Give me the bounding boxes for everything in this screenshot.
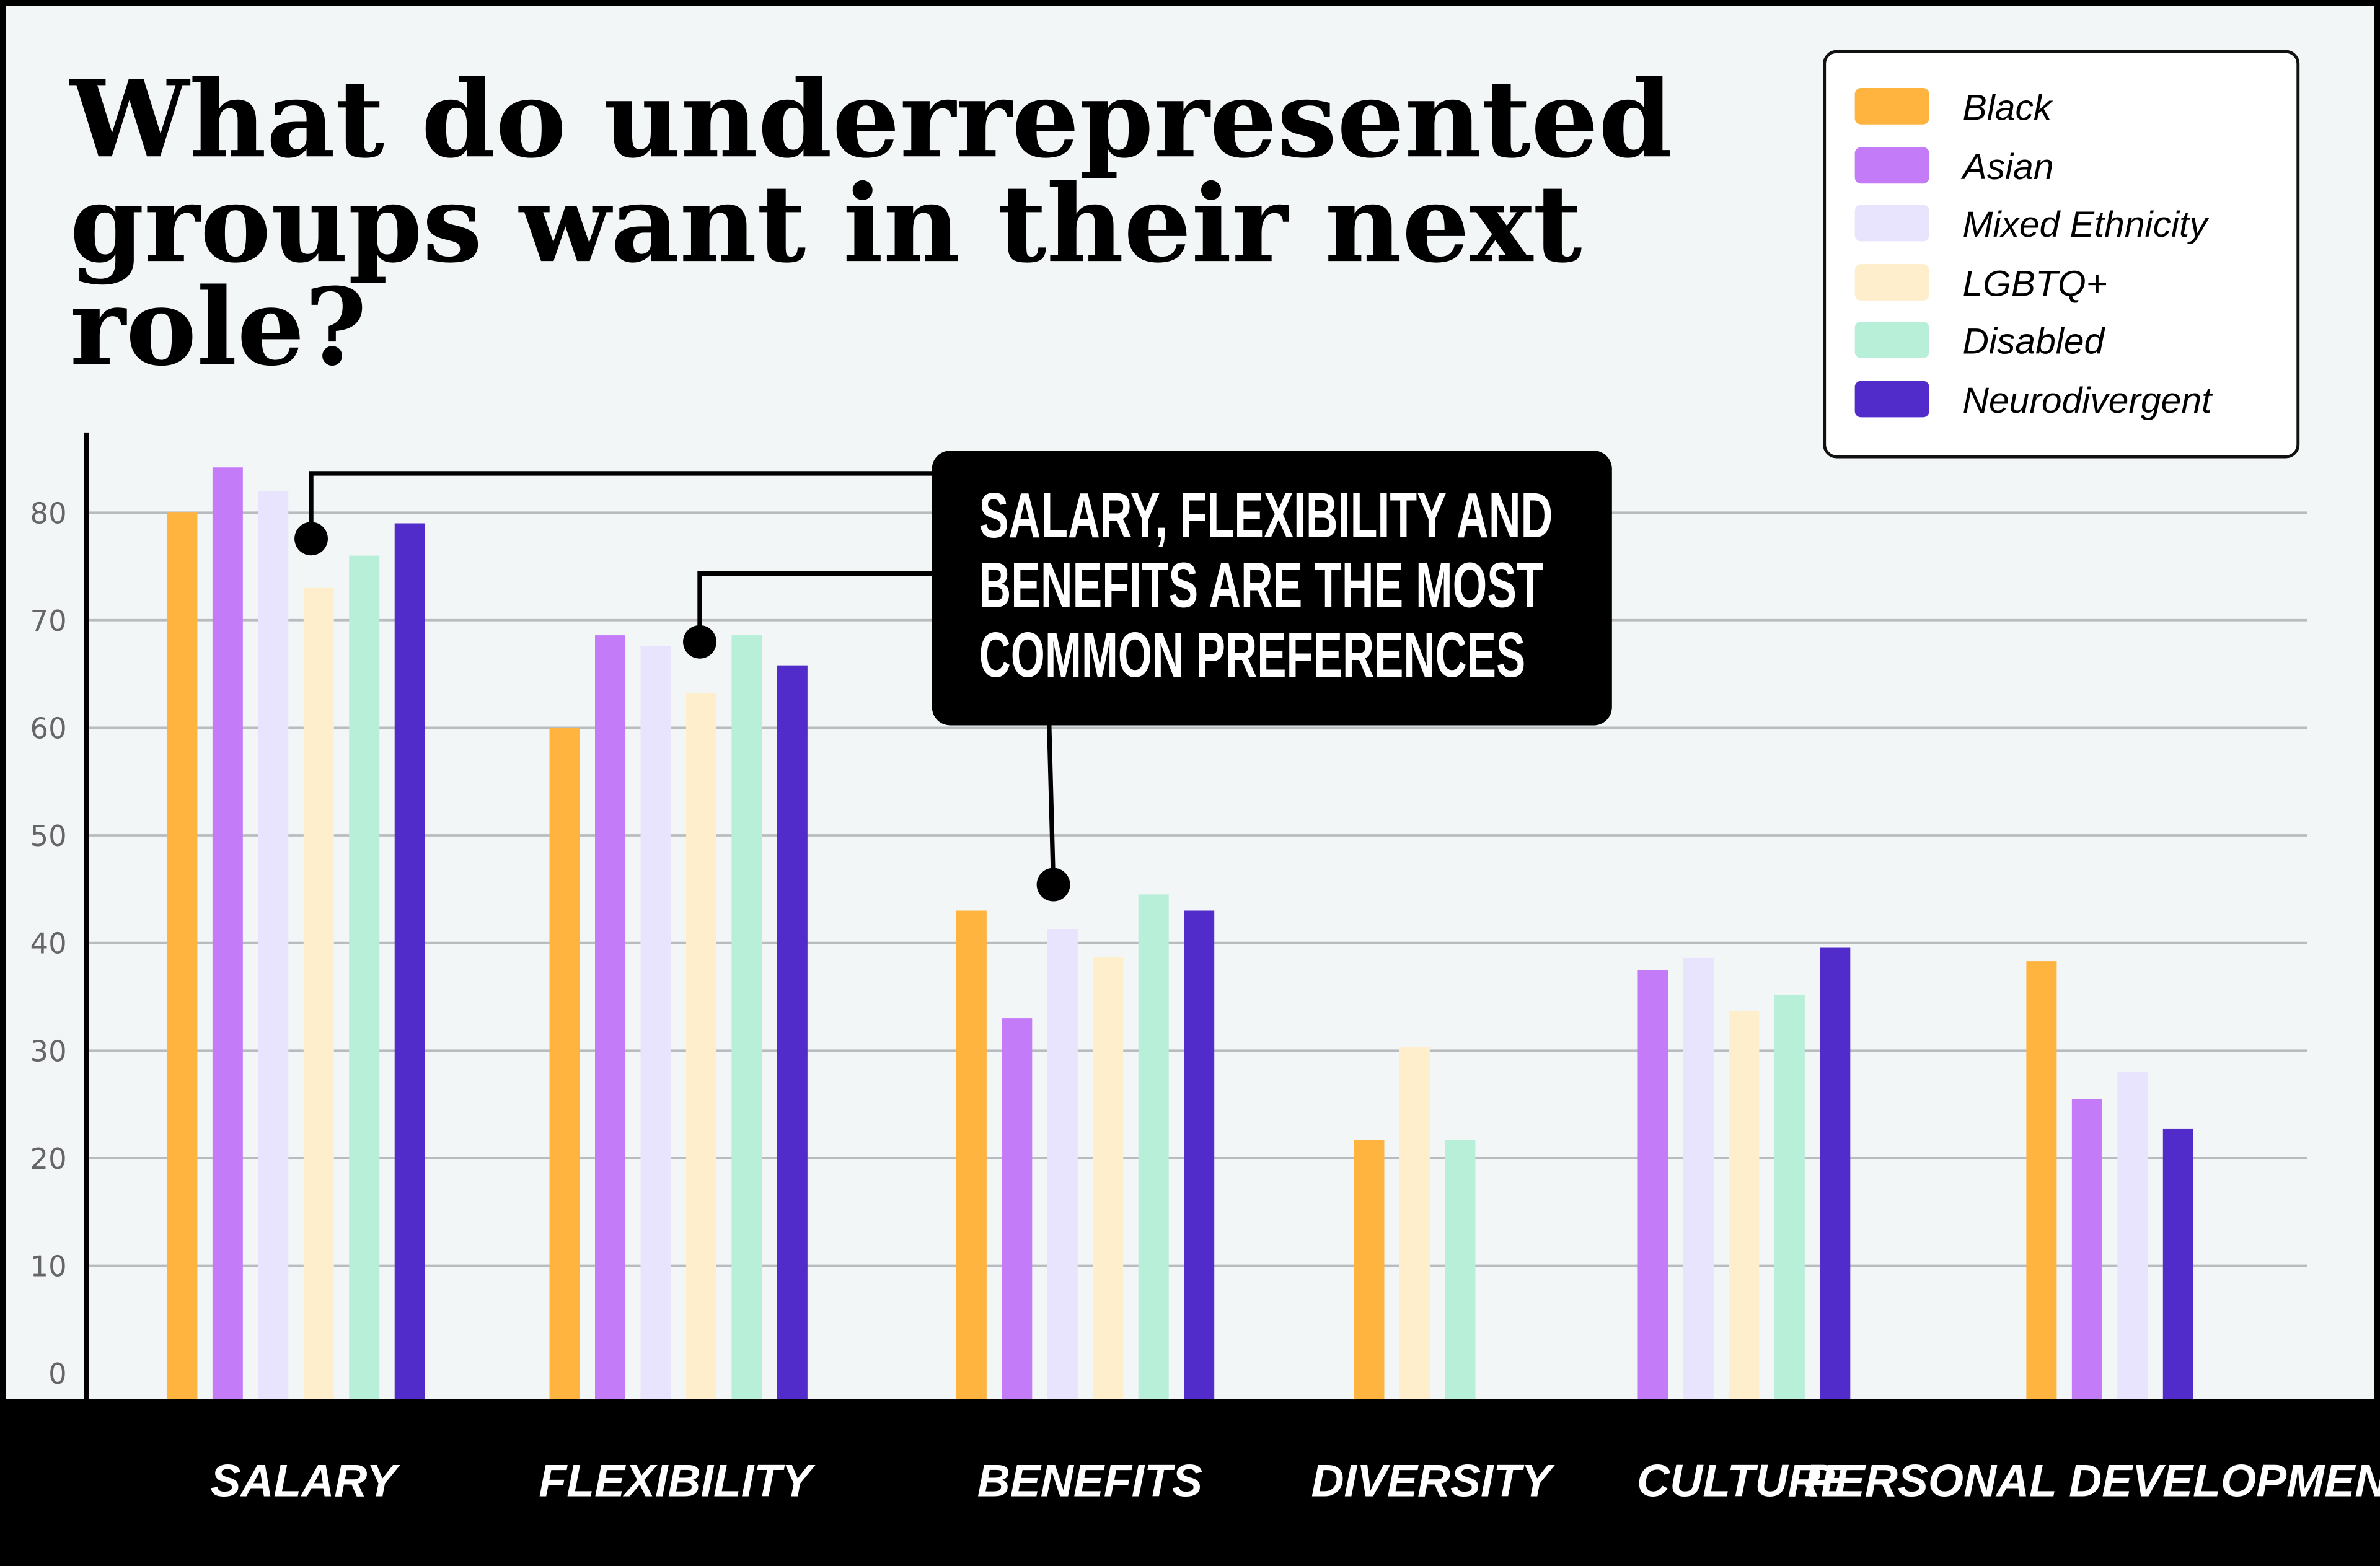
- y-tick-label: 0: [48, 1357, 67, 1391]
- legend-box: [1823, 50, 2300, 459]
- bar-personal-development-neurodivergent: [2162, 1128, 2193, 1402]
- y-tick-label: 20: [30, 1142, 67, 1176]
- bar-flexibility-neurodivergent: [777, 665, 808, 1402]
- connector-salary: [309, 471, 932, 539]
- bar-benefits-asian: [1002, 1018, 1033, 1402]
- chart-title-line-2: groups want in their next: [70, 162, 1582, 286]
- callout-line-2: BENEFITS ARE THE MOST: [979, 549, 1544, 620]
- bar-benefits-mixed-ethnicity: [1047, 929, 1078, 1402]
- bar-benefits-disabled: [1138, 894, 1169, 1402]
- bar-culture-asian: [1637, 969, 1668, 1402]
- legend-swatch: [1854, 322, 1929, 358]
- legend-label: Black: [1963, 87, 2053, 128]
- bar-flexibility-asian: [595, 635, 625, 1402]
- chart-title-line-1: What do underrepresented: [69, 57, 1673, 182]
- bar-salary-disabled: [349, 555, 380, 1402]
- annotation: SALARY, FLEXIBILITY AND BENEFITS ARE THE…: [294, 451, 1612, 902]
- bar-flexibility-disabled: [731, 635, 762, 1402]
- x-tick-label: DIVERSITY: [1311, 1454, 1555, 1506]
- legend-swatch: [1854, 381, 1929, 418]
- x-tick-label: FLEXIBILITY: [539, 1454, 816, 1506]
- legend-label: Asian: [1961, 147, 2054, 187]
- y-tick-label: 80: [30, 496, 67, 530]
- callout-line-3: COMMON PREFERENCES: [979, 619, 1526, 690]
- x-tick-label: CULTURE: [1637, 1454, 1852, 1506]
- x-tick-label: PERSONAL DEVELOPMENT: [1804, 1454, 2380, 1506]
- y-tick-label: 40: [30, 927, 67, 961]
- legend-label: LGBTQ+: [1963, 263, 2108, 304]
- marker-dot-benefits: [1036, 868, 1070, 902]
- bar-benefits-lgbtq-: [1093, 957, 1124, 1402]
- y-tick-label: 10: [30, 1250, 67, 1283]
- legend-label: Neurodivergent: [1963, 381, 2214, 421]
- bar-diversity-disabled: [1445, 1140, 1476, 1402]
- bar-flexibility-mixed-ethnicity: [640, 646, 671, 1402]
- bar-culture-disabled: [1774, 994, 1805, 1402]
- bar-benefits-neurodivergent: [1184, 910, 1215, 1402]
- y-tick-label: 30: [30, 1034, 67, 1068]
- bar-salary-asian: [212, 467, 243, 1402]
- bar-flexibility-black: [549, 728, 580, 1402]
- bar-salary-lgbtq-: [303, 587, 334, 1402]
- bar-salary-mixed-ethnicity: [258, 491, 289, 1402]
- bar-culture-neurodivergent: [1820, 947, 1851, 1402]
- marker-dot-salary: [294, 522, 328, 556]
- bar-personal-development-asian: [2071, 1099, 2102, 1402]
- bar-personal-development-mixed-ethnicity: [2117, 1071, 2148, 1402]
- legend-swatch: [1854, 147, 1929, 184]
- bar-benefits-black: [956, 910, 987, 1402]
- callout-box: [932, 451, 1612, 726]
- callout-line-1: SALARY, FLEXIBILITY AND: [979, 480, 1553, 551]
- y-tick-label: 70: [30, 604, 67, 638]
- bar-personal-development-black: [2026, 961, 2057, 1402]
- legend-label: Mixed Ethnicity: [1963, 205, 2210, 245]
- bar-culture-mixed-ethnicity: [1683, 957, 1714, 1402]
- y-tick-label: 60: [30, 712, 67, 746]
- x-tick-label: BENEFITS: [977, 1454, 1202, 1506]
- x-axis-band: [0, 1399, 2380, 1566]
- bar-diversity-lgbtq-: [1399, 1047, 1430, 1402]
- connector-flexibility: [697, 571, 932, 642]
- legend-swatch: [1854, 264, 1929, 301]
- bar-salary-black: [167, 512, 198, 1402]
- bar-diversity-black: [1354, 1140, 1385, 1402]
- legend-swatch: [1854, 88, 1929, 125]
- chart-title-line-3: role?: [70, 265, 367, 390]
- legend-swatch: [1854, 205, 1929, 242]
- bar-culture-lgbtq-: [1729, 1010, 1760, 1402]
- marker-dot-flexibility: [683, 625, 716, 659]
- y-tick-label: 50: [30, 819, 67, 853]
- legend: Black Asian Mixed Ethnicity LGBTQ+ Disabled N…: [1823, 50, 2300, 459]
- connector-benefits: [1046, 713, 1056, 885]
- legend-label: Disabled: [1963, 322, 2106, 362]
- x-tick-label: SALARY: [210, 1454, 400, 1506]
- bar-flexibility-lgbtq-: [685, 693, 716, 1402]
- bar-salary-neurodivergent: [394, 523, 425, 1402]
